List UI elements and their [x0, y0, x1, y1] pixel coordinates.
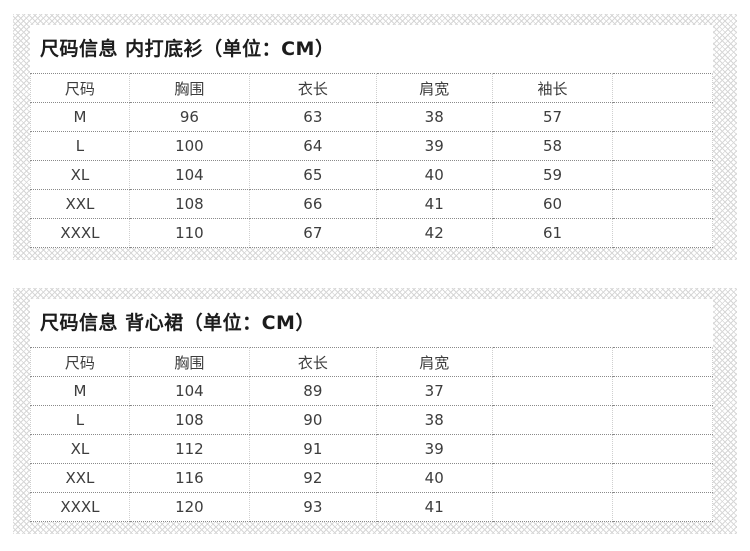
table-cell: 89 [248, 376, 377, 406]
table-cell [612, 131, 713, 161]
size-label-cell: XXXL [30, 492, 130, 522]
size-info-page: 尺码信息 内打底衫（单位：CM） 尺码 胸围 衣长 肩宽 袖长 M 96 63 38 57 L 100… [13, 14, 737, 534]
size-table-vest-dress: 尺码 胸围 衣长 肩宽 M 104 89 37 L 108 90 38 XL 112 91 39 XXL 116 9… [30, 347, 713, 522]
table-cell [612, 463, 713, 493]
size-label-cell: M [30, 376, 130, 406]
table-cell [612, 102, 713, 132]
size-label-cell: XXL [30, 189, 130, 219]
table-cell [612, 376, 713, 406]
table-cell [491, 376, 614, 406]
table-cell: 90 [248, 405, 377, 435]
table-cell: 108 [128, 189, 250, 219]
table-row: XXXL 110 67 42 61 [30, 218, 713, 248]
table-header-cell: 尺码 [30, 73, 130, 103]
table-cell: 112 [128, 434, 250, 464]
table-header-cell: 袖长 [491, 73, 614, 103]
size-panel-vest-dress: 尺码信息 背心裙（单位：CM） 尺码 胸围 衣长 肩宽 M 104 89 37 L 108 90 38… [13, 288, 737, 534]
table-header-cell: 衣长 [248, 347, 377, 377]
table-cell: 65 [248, 160, 377, 190]
table-row: L 108 90 38 [30, 405, 713, 435]
table-cell: 40 [375, 160, 493, 190]
panel-inner: 尺码信息 背心裙（单位：CM） 尺码 胸围 衣长 肩宽 M 104 89 37 L 108 90 38… [30, 299, 713, 522]
table-cell: 63 [248, 102, 377, 132]
table-cell: 104 [128, 376, 250, 406]
size-label-cell: XXXL [30, 218, 130, 248]
size-label-cell: XL [30, 160, 130, 190]
table-cell: 41 [375, 189, 493, 219]
size-label-cell: M [30, 102, 130, 132]
table-cell: 39 [375, 131, 493, 161]
table-cell [612, 189, 713, 219]
size-label-cell: XXL [30, 463, 130, 493]
table-cell: 66 [248, 189, 377, 219]
panel-inner: 尺码信息 内打底衫（单位：CM） 尺码 胸围 衣长 肩宽 袖长 M 96 63 38 57 L 100… [30, 25, 713, 248]
table-cell: 67 [248, 218, 377, 248]
table-row: M 96 63 38 57 [30, 102, 713, 132]
table-cell [612, 492, 713, 522]
table-cell: 42 [375, 218, 493, 248]
table-cell [491, 492, 614, 522]
size-table-undershirt: 尺码 胸围 衣长 肩宽 袖长 M 96 63 38 57 L 100 64 39 58 XL 104 65 40 59… [30, 73, 713, 248]
table-header-cell: 胸围 [128, 73, 250, 103]
table-cell: 60 [491, 189, 614, 219]
table-cell: 58 [491, 131, 614, 161]
table-cell: 100 [128, 131, 250, 161]
size-panel-undershirt: 尺码信息 内打底衫（单位：CM） 尺码 胸围 衣长 肩宽 袖长 M 96 63 38 57 L 100… [13, 14, 737, 260]
table-header-cell: 肩宽 [375, 347, 493, 377]
table-cell [612, 218, 713, 248]
size-label-cell: L [30, 131, 130, 161]
table-row: XXXL 120 93 41 [30, 492, 713, 522]
table-cell: 59 [491, 160, 614, 190]
table-row: L 100 64 39 58 [30, 131, 713, 161]
table-header-cell: 胸围 [128, 347, 250, 377]
table-row: XXL 108 66 41 60 [30, 189, 713, 219]
table-header-cell: 尺码 [30, 347, 130, 377]
table-cell: 92 [248, 463, 377, 493]
table-row: XL 104 65 40 59 [30, 160, 713, 190]
table-cell: 104 [128, 160, 250, 190]
table-cell: 38 [375, 102, 493, 132]
table-header-cell: 衣长 [248, 73, 377, 103]
table-cell: 61 [491, 218, 614, 248]
table-cell: 39 [375, 434, 493, 464]
table-cell [612, 434, 713, 464]
table-header-cell [491, 347, 614, 377]
size-label-cell: XL [30, 434, 130, 464]
table-row: XXL 116 92 40 [30, 463, 713, 493]
table-cell [612, 405, 713, 435]
table-cell: 110 [128, 218, 250, 248]
table-header-cell [612, 73, 713, 103]
table-row: M 104 89 37 [30, 376, 713, 406]
table-cell: 108 [128, 405, 250, 435]
table-cell: 93 [248, 492, 377, 522]
table-header-row: 尺码 胸围 衣长 肩宽 [30, 347, 713, 377]
size-label-cell: L [30, 405, 130, 435]
table-cell: 37 [375, 376, 493, 406]
table-cell: 96 [128, 102, 250, 132]
table-cell: 41 [375, 492, 493, 522]
table-cell [491, 405, 614, 435]
table-cell: 120 [128, 492, 250, 522]
table-title-vest-dress: 尺码信息 背心裙（单位：CM） [40, 312, 315, 334]
table-cell: 91 [248, 434, 377, 464]
table-cell: 116 [128, 463, 250, 493]
table-header-cell [612, 347, 713, 377]
table-cell [491, 463, 614, 493]
table-cell: 57 [491, 102, 614, 132]
table-title-undershirt: 尺码信息 内打底衫（单位：CM） [40, 38, 335, 60]
table-row: XL 112 91 39 [30, 434, 713, 464]
table-header-cell: 肩宽 [375, 73, 493, 103]
table-cell [612, 160, 713, 190]
table-cell: 40 [375, 463, 493, 493]
table-cell: 38 [375, 405, 493, 435]
table-cell: 64 [248, 131, 377, 161]
table-cell [491, 434, 614, 464]
table-header-row: 尺码 胸围 衣长 肩宽 袖长 [30, 73, 713, 103]
